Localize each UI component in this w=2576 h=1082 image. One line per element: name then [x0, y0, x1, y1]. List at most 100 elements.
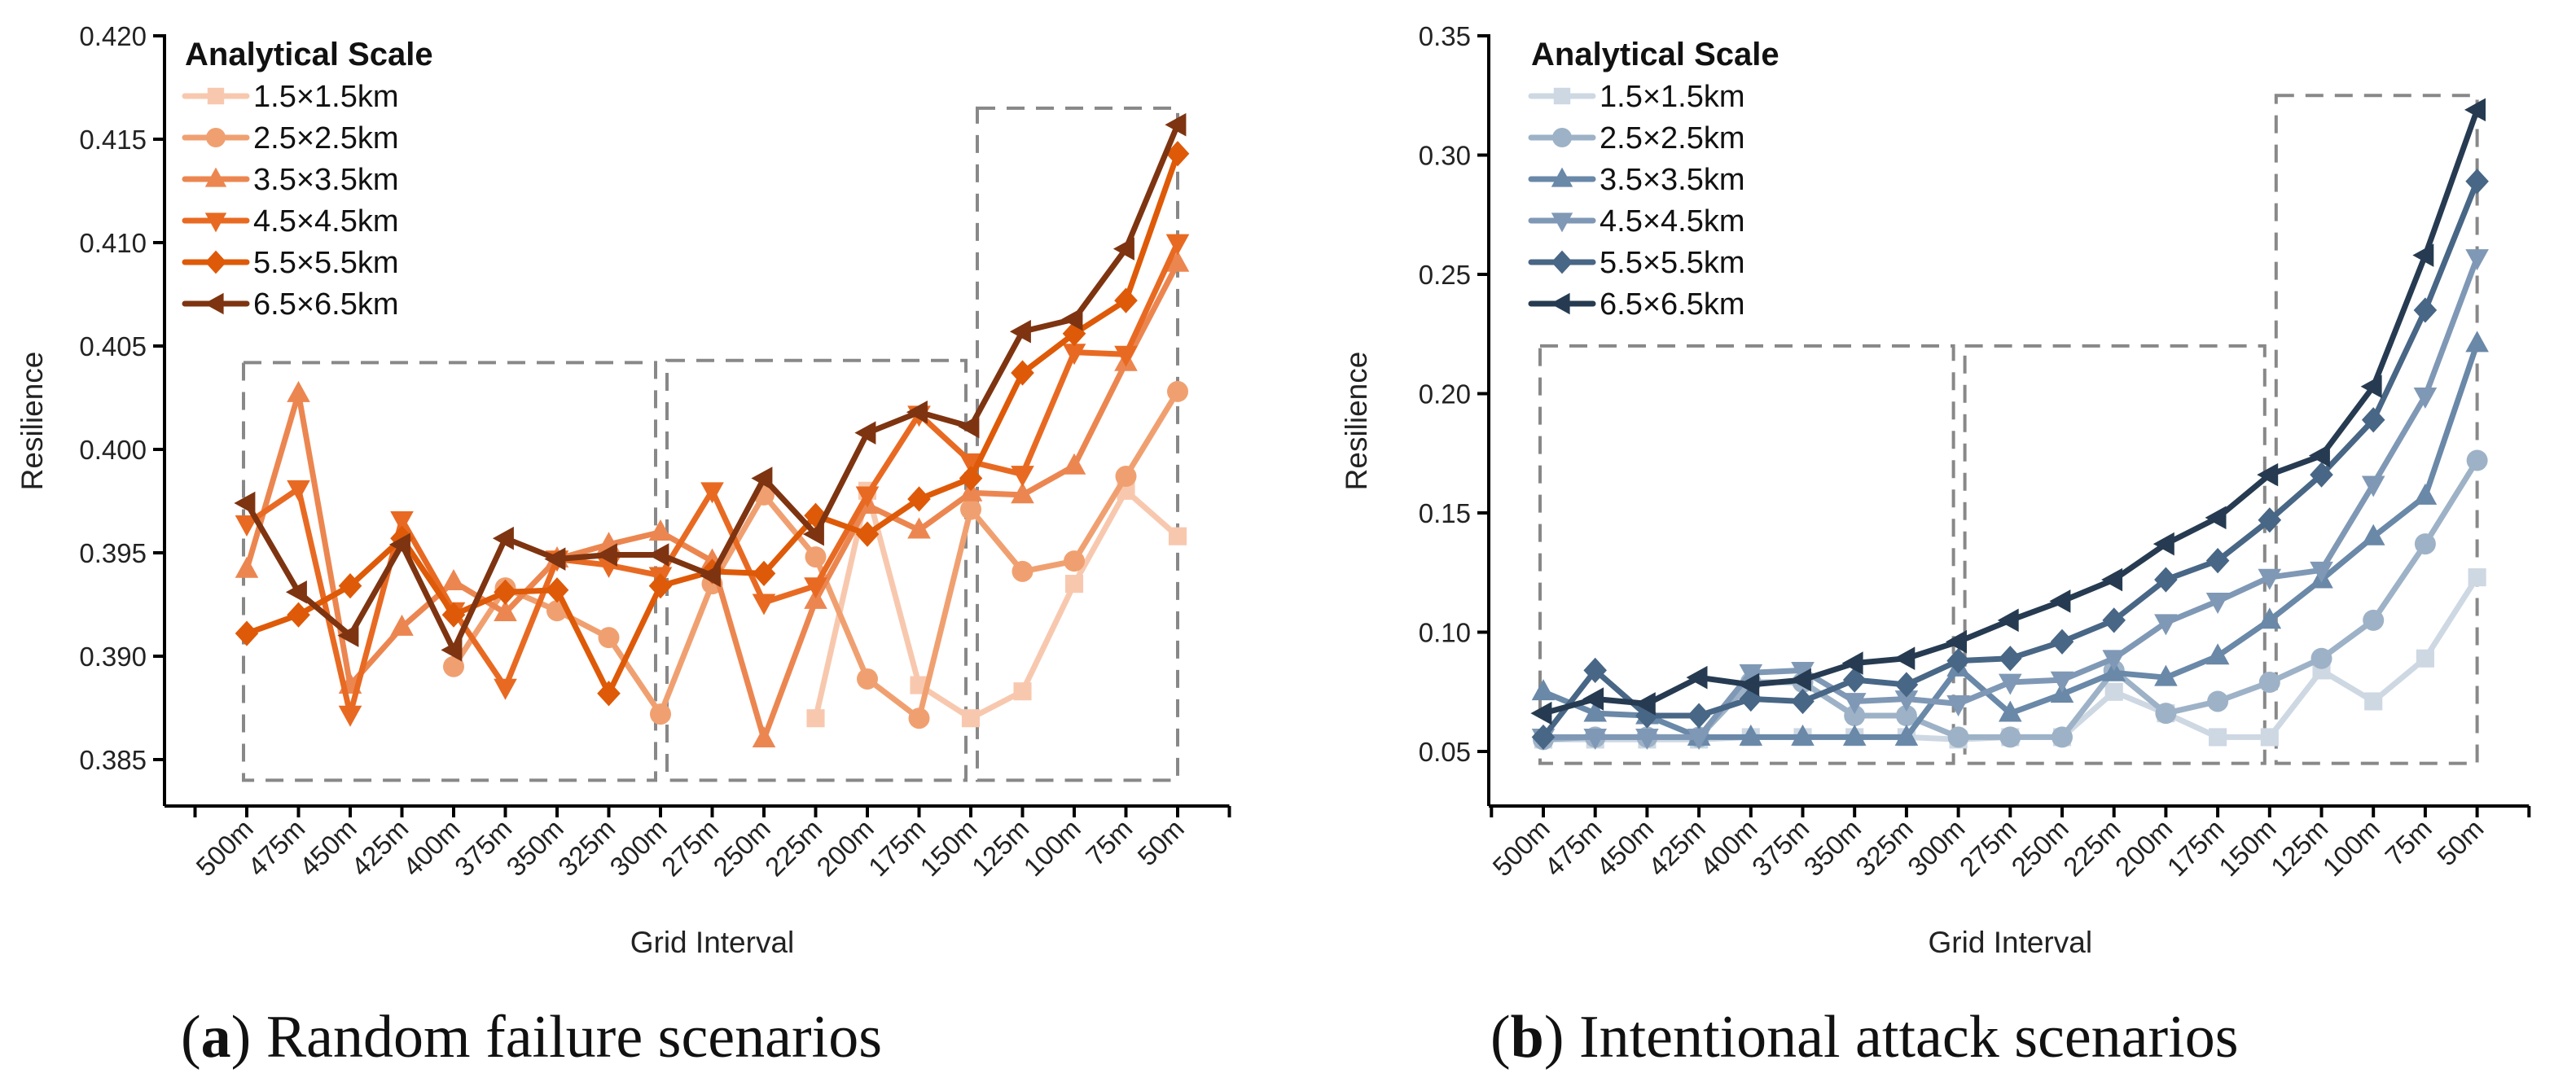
legend-title: Analytical Scale [185, 37, 433, 72]
data-point [494, 678, 517, 700]
caption-label: b [1511, 1004, 1544, 1071]
data-point [1686, 665, 1708, 690]
x-tick-label: 500m [1486, 813, 1556, 883]
series-6_56_5km [1530, 98, 2486, 725]
chart-intentional-attack: 0.05 0.10 0.15 0.20 0.25 0.30 0.35 500m475m450m… [1340, 21, 2531, 1071]
data-point [234, 491, 256, 515]
x-tick-label: 300m [603, 813, 673, 883]
data-point [287, 380, 310, 402]
data-point [1842, 693, 1867, 715]
data-point [1999, 646, 2022, 672]
caption-close: ) [1544, 1004, 1564, 1071]
data-point [595, 543, 617, 567]
data-point [1894, 672, 1919, 698]
y-tick-label: 0.405 [79, 331, 147, 361]
x-tick-label: 475m [1538, 813, 1608, 883]
data-point [1583, 729, 1607, 751]
legend-item: 6.5×6.5km [182, 287, 399, 322]
data-point [1739, 664, 1763, 686]
series-6_56_5km [234, 112, 1187, 662]
data-point [2413, 388, 2438, 410]
data-point [2050, 671, 2074, 693]
x-tick-label: 475m [242, 813, 311, 883]
data-point [752, 726, 776, 747]
data-point [390, 614, 414, 636]
legend-label: 2.5×2.5km [253, 121, 399, 156]
data-point [1165, 112, 1187, 137]
data-point [2205, 593, 2230, 615]
data-point [2308, 444, 2330, 467]
data-point [958, 414, 980, 439]
legend-marker-square-icon [207, 87, 225, 105]
data-point [2258, 568, 2282, 590]
data-point [285, 580, 307, 604]
caption-text: Random failure scenarios [251, 1004, 882, 1071]
legend-label: 1.5×1.5km [253, 80, 399, 114]
data-point [1583, 700, 1607, 722]
legend-marker-triangle-left-icon [204, 292, 224, 315]
data-point [544, 547, 566, 571]
x-tick-label: 100m [2317, 813, 2386, 883]
data-point [235, 556, 259, 578]
data-point [1894, 690, 1919, 712]
chart-random-failure: 0.385 0.390 0.395 0.400 0.405 0.410 0.415 0.420… [15, 21, 1231, 1071]
highlight-region-box [2274, 94, 2479, 765]
data-point [1999, 673, 2022, 695]
data-point [751, 467, 773, 490]
data-point [1115, 466, 1137, 488]
data-point [1844, 705, 1866, 727]
data-point [2207, 690, 2229, 712]
data-point [2258, 507, 2282, 533]
data-point [2466, 449, 2488, 471]
legend-item: 4.5×4.5km [182, 204, 399, 239]
y-tick-label: 0.420 [79, 21, 147, 51]
x-tick-label: 400m [1694, 813, 1763, 883]
data-point [2154, 614, 2178, 636]
data-point [1009, 319, 1031, 344]
data-point [1013, 682, 1032, 701]
data-point [1841, 651, 1863, 675]
legend-marker-circle-icon [1552, 128, 1572, 147]
x-tick-label: 125m [966, 813, 1035, 883]
legend-label: 2.5×2.5km [1600, 121, 1745, 156]
data-point [337, 624, 359, 647]
data-point [1687, 729, 1711, 751]
data-point [2209, 728, 2227, 747]
data-point [494, 579, 517, 605]
data-point [1112, 237, 1134, 261]
data-point [2102, 607, 2126, 633]
data-point [1947, 726, 1969, 748]
legend: Analytical Scale 1.5×1.5km 2.5×2.5km 3.5×3.… [1528, 37, 1780, 322]
data-point [287, 602, 310, 628]
data-point [2260, 728, 2279, 747]
data-point [2464, 98, 2486, 122]
x-tick-label: 350m [1798, 813, 1867, 883]
legend-title: Analytical Scale [1531, 37, 1780, 72]
x-tick-label: 275m [1954, 813, 2023, 883]
data-point [1011, 482, 1034, 504]
data-point [2258, 672, 2280, 694]
data-point [2416, 649, 2434, 668]
data-point [857, 668, 878, 690]
legend-item: 3.5×3.5km [1528, 163, 1745, 197]
data-point [1894, 646, 1916, 671]
data-point [2412, 243, 2434, 267]
x-tick-label: 175m [2161, 813, 2231, 883]
y-tick-label: 0.35 [1419, 21, 1471, 51]
data-point [1895, 705, 1917, 727]
legend-marker-diamond-icon [1551, 250, 1573, 274]
x-tick-label: 450m [1591, 813, 1660, 883]
series-4_54_5km [1531, 249, 2489, 751]
legend-item: 1.5×1.5km [182, 80, 399, 114]
data-point [648, 573, 673, 599]
legend-item: 6.5×6.5km [1528, 287, 1745, 322]
data-point [2104, 682, 2123, 701]
legend-item: 5.5×5.5km [1528, 246, 1745, 280]
data-point [1012, 560, 1033, 582]
data-point [1842, 724, 1867, 746]
data-point [597, 681, 621, 707]
data-point [2258, 607, 2282, 629]
data-point [1842, 667, 1867, 693]
legend-item: 2.5×2.5km [182, 121, 399, 156]
data-point [1739, 724, 1763, 746]
